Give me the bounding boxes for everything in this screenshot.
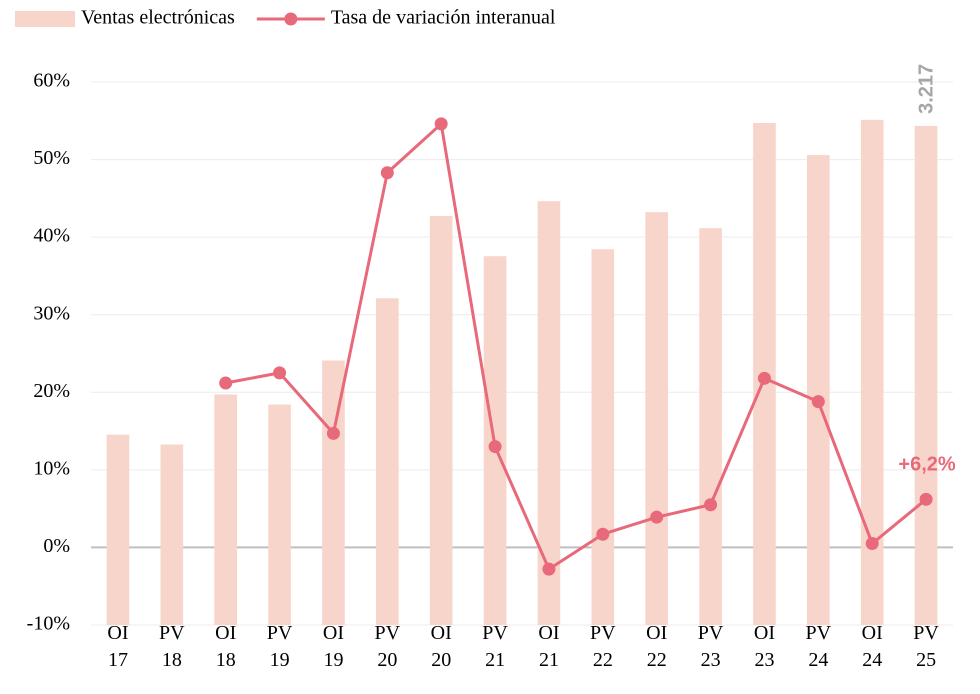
x-tick-label: PV 18 (159, 622, 185, 671)
y-tick-label: 50% (33, 147, 70, 169)
y-tick-label: -10% (27, 613, 70, 635)
line-marker (919, 492, 933, 506)
bar (537, 201, 561, 625)
x-tick-label: OI 17 (107, 622, 128, 671)
legend-marker (284, 12, 298, 26)
x-tick-label: PV 21 (482, 622, 508, 671)
y-tick-label: 20% (33, 380, 70, 402)
bar (591, 249, 615, 625)
line-marker (704, 498, 718, 512)
bar (214, 394, 238, 625)
bar (160, 444, 184, 625)
line-marker (434, 117, 448, 131)
line-marker (542, 562, 556, 576)
bar (106, 434, 130, 625)
line-marker (865, 537, 879, 551)
bar (699, 228, 722, 625)
y-tick-label: 10% (33, 457, 70, 479)
x-tick-label: OI 18 (215, 622, 236, 671)
x-tick-label: PV 19 (267, 622, 293, 671)
line-marker (757, 371, 771, 385)
bar (268, 404, 291, 625)
bar (860, 119, 884, 625)
line-marker (811, 395, 825, 409)
bar (375, 298, 399, 625)
y-tick-label: 60% (33, 70, 70, 92)
line-marker (273, 366, 287, 380)
x-tick-label: OI 21 (538, 622, 559, 671)
line-marker (650, 510, 664, 524)
x-tick-label: PV 20 (375, 622, 401, 671)
x-tick-label: OI 23 (754, 622, 775, 671)
line-value-label: +6,2% (898, 454, 955, 476)
legend-label: Tasa de variación interanual (331, 7, 556, 29)
bar-value-label: 3.217 (915, 64, 937, 114)
x-tick-label: PV 23 (698, 622, 724, 671)
line-marker (488, 440, 502, 454)
bar (429, 216, 453, 625)
y-tick-label: 40% (33, 225, 70, 247)
bar (914, 125, 938, 625)
legend-swatch (15, 11, 75, 27)
line-marker (219, 376, 233, 390)
bar (645, 212, 669, 625)
legend-label: Ventas electrónicas (81, 7, 235, 29)
y-tick-label: 30% (33, 302, 70, 324)
x-tick-label: OI 19 (323, 622, 344, 671)
line-marker (596, 527, 610, 541)
line-marker (380, 166, 394, 180)
x-tick-label: PV 22 (590, 622, 616, 671)
x-tick-label: PV 24 (806, 622, 832, 671)
x-tick-label: OI 20 (431, 622, 452, 671)
y-tick-label: 0% (43, 535, 70, 557)
x-tick-label: OI 22 (646, 622, 667, 671)
line-marker (326, 426, 340, 440)
x-tick-label: OI 24 (862, 622, 883, 671)
line (225, 122, 928, 571)
bar (806, 155, 830, 626)
x-tick-label: PV 25 (913, 622, 939, 671)
